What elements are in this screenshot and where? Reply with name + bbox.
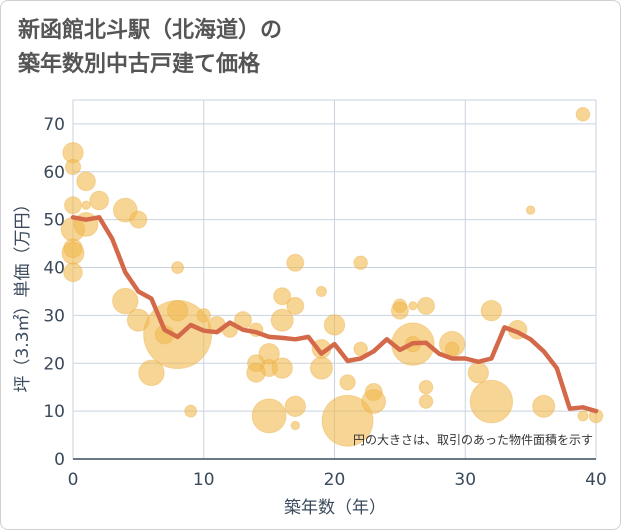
bubble-point: [112, 287, 139, 315]
x-tick-label: 30: [454, 470, 476, 490]
y-tick-label: 10: [43, 402, 65, 422]
bubble-point: [418, 379, 434, 395]
y-tick-label: 20: [43, 354, 65, 374]
bubble-point: [315, 285, 328, 298]
trend-line: [70, 215, 599, 414]
bubble-point: [525, 205, 536, 215]
bubble-point: [577, 410, 589, 422]
bubble-point: [184, 404, 198, 418]
size-annotation: 円の大きさは、取引のあった物件面積を示す: [353, 432, 593, 447]
bubble-point: [286, 296, 305, 315]
bubble-point: [417, 296, 436, 315]
y-tick-label: 30: [43, 306, 65, 326]
bubble-point: [390, 301, 409, 320]
y-axis-label: 坪（3.3㎡）単価（万円）: [13, 195, 33, 392]
bubble-point: [575, 107, 591, 122]
bubble-point: [309, 356, 333, 380]
bubble-point: [76, 171, 96, 192]
bubble-point: [323, 314, 346, 336]
bubble-point: [418, 394, 434, 409]
x-axis-label: 築年数（年）: [284, 498, 386, 518]
bubble-point: [532, 394, 556, 418]
bubble-point: [271, 357, 293, 379]
bubble-point: [64, 196, 82, 215]
bubble-point: [467, 362, 490, 384]
bubble-point: [63, 262, 83, 283]
y-tick-label: 70: [43, 115, 65, 135]
bubble-point: [251, 398, 287, 434]
bubble-point: [81, 200, 91, 211]
bubble-point: [61, 241, 85, 265]
bubble-point: [444, 341, 460, 357]
trend-series: [70, 215, 599, 414]
y-tick-label: 60: [43, 163, 65, 183]
chart-title: 新函館北斗駅（北海道）の 築年数別中古戸建て価格: [18, 18, 283, 77]
bubble-point: [353, 341, 368, 357]
bubble-point: [166, 299, 189, 322]
x-tick-label: 40: [585, 470, 607, 490]
bubble-point: [171, 261, 185, 274]
bubble-point: [361, 389, 387, 414]
bubble-point: [196, 308, 212, 323]
bubble-point: [64, 158, 82, 176]
x-tick-label: 0: [68, 470, 79, 490]
bubble-point: [321, 394, 374, 447]
bubble-point: [353, 255, 368, 271]
bubble-point: [138, 359, 165, 387]
bubble-point: [290, 420, 301, 431]
bubble-point: [408, 301, 418, 311]
bubble-point: [339, 374, 356, 391]
bubble-point: [89, 190, 110, 211]
y-tick-label: 40: [43, 259, 65, 279]
bubble-point: [270, 308, 294, 332]
bubble-point: [469, 379, 514, 424]
y-tick-label: 50: [43, 211, 65, 231]
bubble-point: [480, 299, 503, 322]
bubble-point: [273, 287, 292, 306]
bubble-point: [284, 395, 306, 418]
axes: 0 10 20 30 40 0 10 20 30 40 50 60 70: [43, 115, 606, 490]
bubble-point: [286, 253, 305, 272]
x-tick-label: 20: [324, 470, 346, 490]
bubble-point: [129, 210, 148, 229]
y-tick-label: 0: [54, 450, 65, 470]
x-tick-label: 10: [193, 470, 215, 490]
